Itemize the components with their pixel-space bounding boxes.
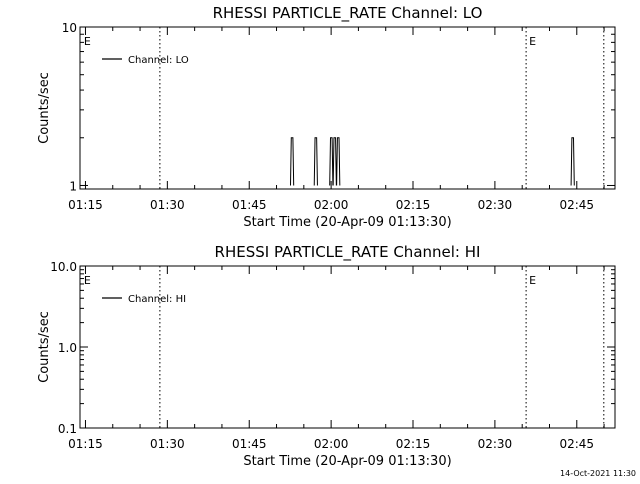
chart-2-x-tick-label: 02:15 <box>396 437 431 451</box>
chart-2-event-marker-label: E <box>84 274 91 287</box>
chart-1-x-tick-label: 01:30 <box>150 198 185 212</box>
chart-1-event-marker-label: E <box>529 35 536 48</box>
chart-1-x-tick-label: 01:15 <box>68 198 103 212</box>
chart-2-x-tick-label: 02:30 <box>478 437 513 451</box>
chart-1-spike <box>336 137 341 186</box>
chart-2-x-tick-label: 01:15 <box>68 437 103 451</box>
chart-1-x-tick-label: 02:30 <box>478 198 513 212</box>
chart-2-y-axis-label: Counts/sec <box>37 311 52 383</box>
chart-2-legend-label: Channel: HI <box>128 294 186 305</box>
chart-1-x-tick-label: 02:45 <box>559 198 594 212</box>
footer-timestamp: 14-Oct-2021 11:30 <box>560 469 636 478</box>
chart-1-y-axis-label: Counts/sec <box>37 72 52 144</box>
chart-2-event-marker-label: E <box>529 274 536 287</box>
chart-2-y-tick-label: 0.1 <box>58 422 77 436</box>
chart-2-title: RHESSI PARTICLE_RATE Channel: HI <box>215 243 481 262</box>
chart-2-x-tick-label: 01:30 <box>150 437 185 451</box>
chart-2-y-tick-label: 1.0 <box>58 341 77 355</box>
chart-2-x-tick-label: 02:00 <box>314 437 349 451</box>
chart-2-x-tick-label: 01:45 <box>232 437 267 451</box>
chart-1-x-tick-label: 02:15 <box>396 198 431 212</box>
chart-1-legend-label: Channel: LO <box>128 55 189 66</box>
chart-2-x-axis-label: Start Time (20-Apr-09 01:13:30) <box>243 454 451 469</box>
chart-1-spike <box>289 137 295 186</box>
chart-1-spike <box>570 137 575 186</box>
chart-1-y-tick-label: 1 <box>69 179 77 193</box>
chart-1-x-tick-label: 02:00 <box>314 198 349 212</box>
chart-1-x-axis-label: Start Time (20-Apr-09 01:13:30) <box>243 215 451 230</box>
chart-1-plot-frame <box>79 26 616 190</box>
chart-1-y-tick-label: 10 <box>62 21 77 35</box>
chart-2-y-tick-label: 10.0 <box>50 260 77 274</box>
chart-1-spike <box>329 137 334 186</box>
chart-1-event-marker-label: E <box>84 35 91 48</box>
chart-1-spike <box>332 137 337 186</box>
chart-2-x-tick-label: 02:45 <box>559 437 594 451</box>
chart-1-title: RHESSI PARTICLE_RATE Channel: LO <box>213 4 483 23</box>
chart-1-spike <box>313 137 318 186</box>
chart-1-x-tick-label: 01:45 <box>232 198 267 212</box>
